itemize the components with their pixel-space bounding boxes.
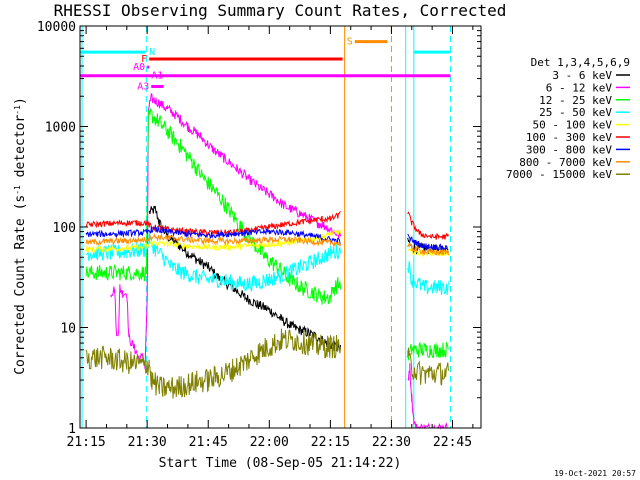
y-axis-title: Corrected Count Rate (s-1 detector-1) (13, 97, 29, 375)
legend-entry-2: 12 - 25 keV (539, 94, 612, 107)
flag-label-A1: A1 (151, 71, 163, 82)
legend-entry-0: 3 - 6 keV (552, 69, 612, 82)
x-tick-label-5: 22:30 (372, 435, 411, 450)
y-tick-label-1: 10 (60, 322, 76, 337)
x-tick-label-6: 22:45 (433, 435, 472, 450)
legend-entry-4: 50 - 100 keV (533, 119, 613, 132)
y-tick-label-3: 1000 (45, 121, 76, 136)
legend-entry-6: 300 - 800 keV (526, 143, 612, 156)
series-line-3 (85, 231, 449, 296)
x-tick-label-2: 21:45 (189, 435, 228, 450)
flag-label-F: F (141, 54, 147, 65)
x-axis-title: Start Time (08-Sep-05 21:14:22) (159, 456, 402, 471)
series-line-5 (85, 210, 449, 241)
y-tick-label-0: 1 (68, 422, 76, 437)
axes: 1 10 100 1000 10000 21:15 21:30 21:45 22:00 22:15… (37, 20, 481, 450)
x-tick-label-3: 22:00 (250, 435, 289, 450)
y-tick-label-4: 10000 (37, 20, 76, 35)
legend-entry-7: 800 - 7000 keV (519, 156, 612, 169)
x-tick-label-0: 21:15 (67, 435, 106, 450)
series-line-2 (85, 107, 449, 361)
legend-entry-8: 7000 - 15000 keV (506, 168, 612, 181)
series-line-7 (85, 232, 449, 257)
series-line-6 (85, 225, 449, 251)
flag-label-N: N (149, 47, 155, 58)
series-line-8 (85, 328, 449, 399)
flag-label-A3: A3 (137, 82, 149, 93)
legend-title: Det 1,3,4,5,6,9 (531, 56, 630, 69)
footer-date: 19-Oct-2021 20:57 (554, 469, 636, 478)
legend-entry-3: 25 - 50 keV (539, 106, 612, 119)
y-tick-label-2: 100 (53, 221, 76, 236)
flag-label-S: S (347, 37, 353, 48)
flag-label-A0: A0 (133, 62, 145, 73)
legend-entry-5: 100 - 300 keV (526, 131, 612, 144)
legend-entry-1: 6 - 12 keV (546, 81, 613, 94)
x-tick-label-4: 22:15 (311, 435, 350, 450)
chart-title: RHESSI Observing Summary Count Rates, Co… (54, 1, 507, 20)
x-tick-label-1: 21:30 (128, 435, 167, 450)
